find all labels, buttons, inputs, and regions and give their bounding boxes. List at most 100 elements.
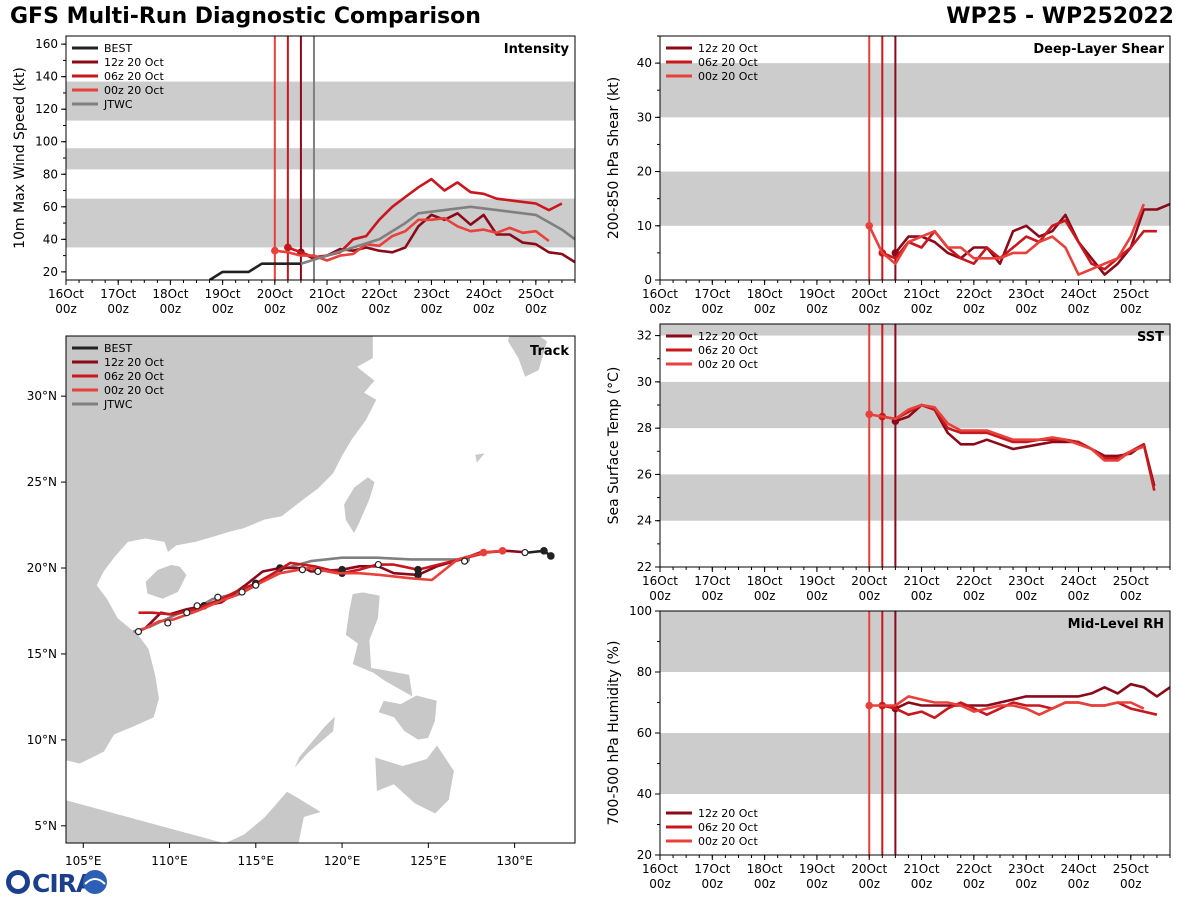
intensity-ytick-label: 160 [35,37,58,51]
rh-band [660,611,1170,672]
intensity-xtick-hour: 00z [368,302,390,316]
intensity-xtick-day: 22Oct [361,287,397,301]
shear-xtick-day: 16Oct [642,287,678,301]
track-ytick-label: 15°N [27,647,57,661]
track-open-point [298,566,306,574]
shear-xtick-day: 20Oct [851,287,887,301]
shear-xtick-hour: 00z [1015,302,1037,316]
rh-band [660,733,1170,794]
track-point-r00 [498,547,507,555]
track-open-point [374,560,382,569]
shear-title: Deep-Layer Shear [1033,42,1164,57]
rh-legend-label: 12z 20 Oct [698,807,758,820]
sst-ylabel: Sea Surface Temp (°C) [606,367,622,525]
intensity-xtick-hour: 00z [473,302,495,316]
sst-ytick-label: 32 [637,329,652,343]
rh-legend-label: 00z 20 Oct [698,835,758,848]
panel-sst: 22242628303216Oct00z17Oct00z18Oct00z19Oc… [606,323,1171,603]
shear-legend-label: 12z 20 Oct [698,42,758,55]
sst-xtick-day: 16Oct [642,574,678,588]
sst-title: SST [1137,330,1164,345]
sst-xtick-hour: 00z [911,589,933,603]
shear-xtick-day: 19Oct [799,287,835,301]
track-point-best [547,552,555,560]
sst-legend-label: 00z 20 Oct [698,358,758,371]
intensity-ytick-label: 80 [43,167,58,181]
track-open-point [193,602,201,610]
rh-xtick-day: 23Oct [1008,862,1044,876]
shear-ytick-label: 20 [637,165,652,179]
panel-intensity: 2040608010012014016016Oct00z17Oct00z18Oc… [12,35,576,316]
sst-ytick-label: 22 [637,560,652,574]
intensity-band [66,81,575,121]
shear-xtick-day: 17Oct [694,287,730,301]
rh-xtick-hour: 00z [1120,877,1142,891]
shear-xtick-hour: 00z [806,302,828,316]
shear-ytick-label: 30 [637,110,652,124]
intensity-title: Intensity [504,42,570,57]
sst-legend-label: 06z 20 Oct [698,344,758,357]
track-legend-label: 12z 20 Oct [104,356,164,369]
track-land-mindanao [374,744,455,815]
intensity-xtick-hour: 00z [212,302,234,316]
sst-xtick-day: 21Oct [904,574,940,588]
intensity-init-point-r06 [284,243,292,252]
rh-series-r12 [894,682,1170,710]
sst-xtick-day: 19Oct [799,574,835,588]
track-open-point [134,628,143,636]
intensity-series-best [208,262,301,280]
track-ytick-label: 30°N [27,389,57,403]
sst-band [660,324,1170,336]
shear-xtick-hour: 00z [649,302,671,316]
sst-xtick-hour: 00z [806,589,828,603]
storm-id-title: WP25 - WP252022 [946,4,1174,29]
intensity-ytick-label: 40 [43,232,58,246]
rh-xtick-day: 16Oct [642,862,678,876]
rh-xtick-day: 20Oct [851,862,887,876]
intensity-xtick-hour: 00z [264,302,286,316]
sst-xtick-hour: 00z [1068,589,1090,603]
track-point-r00 [479,548,488,557]
track-xtick-label: 105°E [65,854,102,868]
shear-ytick-label: 40 [637,56,652,70]
panel-rh: 2040608010016Oct00z17Oct00z18Oct00z19Oct… [606,604,1171,891]
shear-series-r12 [894,202,1170,276]
intensity-legend-label: BEST [104,42,132,55]
intensity-band [66,148,575,170]
rh-xtick-day: 18Oct [747,862,783,876]
shear-xtick-hour: 00z [858,302,880,316]
track-open-point [252,581,260,589]
rh-xtick-hour: 00z [858,877,880,891]
rh-ytick-label: 80 [637,665,652,679]
track-series-r06 [138,549,507,616]
rh-ytick-label: 100 [629,604,652,618]
sst-xtick-day: 22Oct [956,574,992,588]
sst-band [660,381,1170,429]
intensity-xtick-day: 23Oct [413,287,449,301]
intensity-series-jtwc [300,205,575,265]
sst-xtick-hour: 00z [649,589,671,603]
figure-title: GFS Multi-Run Diagnostic Comparison [10,4,481,29]
intensity-ytick-label: 120 [35,102,58,116]
track-open-point [521,548,529,557]
rh-xtick-day: 19Oct [799,862,835,876]
sst-xtick-day: 25Oct [1113,574,1149,588]
rh-legend-label: 06z 20 Oct [698,821,758,834]
rh-xtick-hour: 00z [702,877,724,891]
track-ytick-label: 10°N [27,733,57,747]
track-open-point [460,557,469,565]
track-open-point [214,593,222,601]
intensity-xtick-hour: 00z [160,302,182,316]
sst-legend-label: 12z 20 Oct [698,330,758,343]
track-open-point [164,619,172,627]
intensity-ylabel: 10m Max Wind Speed (kt) [12,67,28,249]
track-point-best [540,547,548,555]
track-xtick-label: 120°E [324,854,361,868]
track-frame [65,335,576,844]
track-xtick-label: 110°E [151,854,188,868]
shear-frame [659,35,1171,281]
shear-legend-label: 00z 20 Oct [698,70,758,83]
shear-xtick-hour: 00z [911,302,933,316]
track-xtick-label: 115°E [238,854,275,868]
